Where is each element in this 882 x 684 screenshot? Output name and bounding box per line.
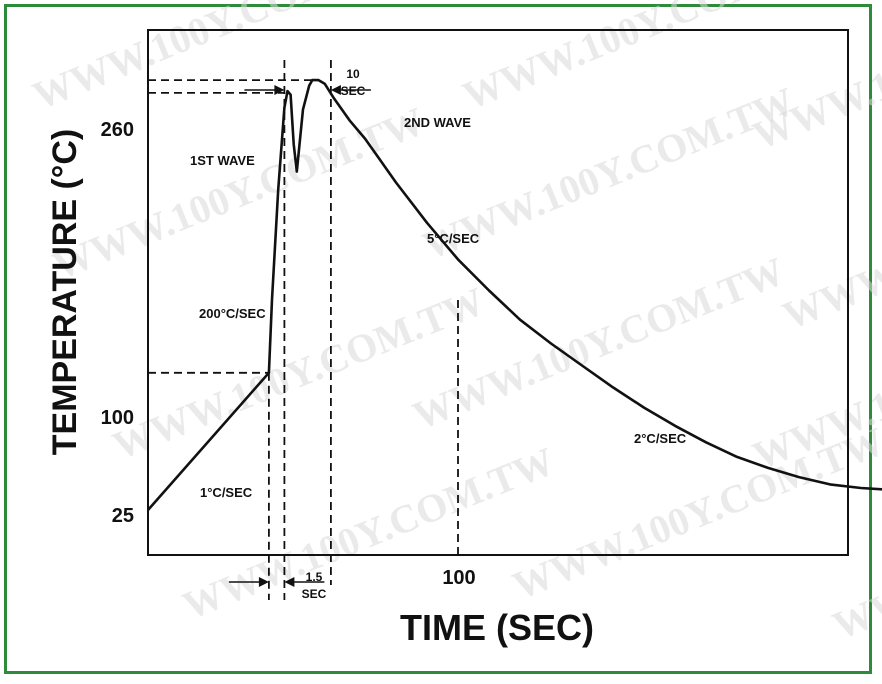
watermark-text: WWW.100Y.COM.TW xyxy=(177,438,561,628)
guide-lines xyxy=(148,60,459,600)
dwell-10-unit: SEC xyxy=(341,84,366,98)
arrow-10s-left-head xyxy=(274,85,285,95)
dwell-10-value: 10 xyxy=(346,67,360,81)
y-tick-label-100: 100 xyxy=(101,407,134,429)
dwell-15-value: 1.5 xyxy=(306,570,323,584)
watermark-text: WWW.100Y.COM.TW xyxy=(777,148,882,338)
dwell-15-unit: SEC xyxy=(302,587,327,601)
watermark-text: WWW.100Y.COM.TW xyxy=(747,0,882,158)
watermark-layer: WWW.100Y.COM.TW WWW.100Y.COM.TWWWW.100Y.C… xyxy=(27,0,882,648)
rate-cool2-label: 2°C/SEC xyxy=(634,431,687,446)
y-axis-title: TEMPERATURE (°C) xyxy=(46,129,84,456)
y-tick-label-25: 25 xyxy=(112,505,134,527)
x-axis-title: TIME (SEC) xyxy=(400,607,594,648)
arrow-1-5s-right-head xyxy=(284,577,295,587)
y-tick-label-260: 260 xyxy=(101,119,134,141)
rate-cool1-label: 5°C/SEC xyxy=(427,231,480,246)
dimension-arrows xyxy=(228,85,371,587)
plot-area xyxy=(147,29,849,556)
arrow-1-5s-left-head xyxy=(258,577,269,587)
arrow-10s-right-head xyxy=(330,85,341,95)
watermark-text: WWW.100Y.COM.TW xyxy=(407,248,791,438)
watermark-text: WWW.100Y.COM.TW xyxy=(27,0,411,118)
temperature-curve xyxy=(147,78,882,511)
first-wave-label: 1ST WAVE xyxy=(190,153,255,168)
second-wave-label: 2ND WAVE xyxy=(404,115,471,130)
rate-preheat-label: 1°C/SEC xyxy=(200,485,253,500)
rate-ramp-label: 200°C/SEC xyxy=(199,306,266,321)
x-tick-label-100: 100 xyxy=(442,567,475,589)
watermark-text: WWW.100Y.COM.TW xyxy=(507,418,882,608)
